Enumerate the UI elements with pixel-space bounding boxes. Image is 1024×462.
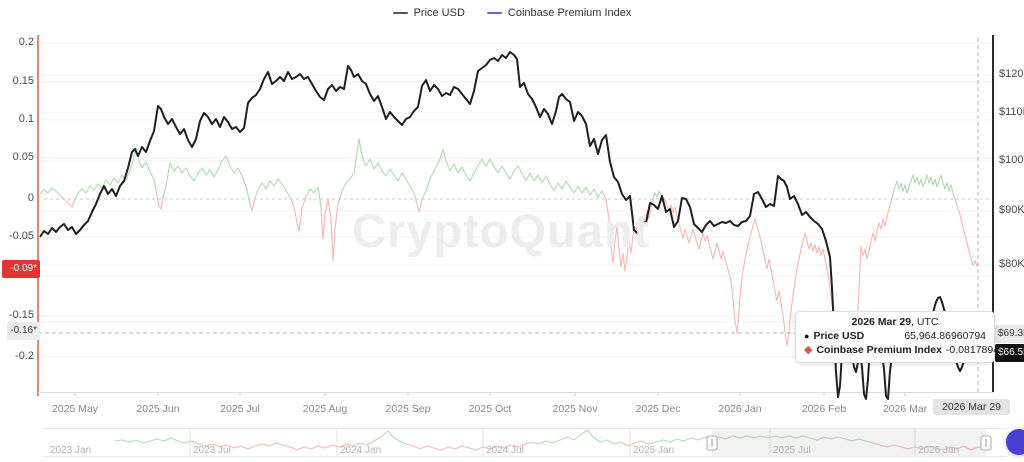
x-axis-tick: 2025 Sep <box>385 403 431 415</box>
legend-item-premium[interactable]: Coinbase Premium Index <box>486 7 632 19</box>
right-axis-tick: $80K <box>999 258 1024 270</box>
right-axis-tick: $90K <box>999 204 1024 216</box>
navigator-tick: 2026 Jan <box>918 445 960 456</box>
left-axis-tick: 0.05 <box>12 151 34 163</box>
right-axis-tick: $110K <box>999 106 1024 118</box>
price-crosshair-badge: $69.3K <box>995 325 1024 343</box>
date-crosshair-badge: 2026 Mar 29 <box>933 399 1010 415</box>
navigator-selection[interactable] <box>712 429 986 456</box>
premium-diamond-icon: ◆ <box>804 344 813 356</box>
left-axis-tick: -0.2 <box>15 350 34 362</box>
legend-premium-label: Coinbase Premium Index <box>507 7 632 19</box>
tooltip-date: 2026 Mar 29, UTC <box>851 316 939 328</box>
right-axis-tick: $100K <box>999 154 1024 166</box>
legend: Price USD Coinbase Premium Index <box>0 7 1024 19</box>
tooltip-price-row: ● Price USD 65,964.86960794 <box>804 330 986 342</box>
left-axis-tick: -0.05 <box>8 230 34 242</box>
premium-last-value-badge: -0.09* <box>2 260 40 278</box>
legend-item-price[interactable]: Price USD <box>392 7 465 19</box>
x-axis-tick: 2025 Oct <box>468 403 512 415</box>
right-axis-tick: $120K <box>999 68 1024 80</box>
tooltip-premium-row: ◆ Coinbase Premium Index -0.08178949 <box>804 344 1005 356</box>
premium-crosshair-badge: -0.16* <box>7 322 40 340</box>
x-axis-tick: 2025 Dec <box>635 403 681 415</box>
navigator-tick: 2024 Jul <box>486 445 524 456</box>
x-axis-tick: 2026 Feb <box>801 403 847 415</box>
navigator-tick: 2023 Jan <box>50 445 92 456</box>
chat-bubble-button[interactable] <box>1006 429 1024 455</box>
navigator-tick: 2025 Jan <box>633 445 675 456</box>
left-axis-tick: 0.2 <box>18 36 34 48</box>
x-axis-tick: 2026 Jan <box>718 403 762 415</box>
navigator-tick: 2023 Jul <box>193 445 231 456</box>
tooltip: 2026 Mar 29, UTC ● Price USD 65,964.8696… <box>795 311 1005 363</box>
x-axis-tick: 2025 Jul <box>220 403 260 415</box>
x-axis-tick: 2025 Aug <box>302 403 348 415</box>
left-axis-tick: 0.15 <box>12 75 34 87</box>
price-line-swatch-icon <box>392 12 408 14</box>
x-axis-tick: 2025 May <box>51 403 99 415</box>
price-dot-icon: ● <box>804 331 810 341</box>
left-axis-tick: 0.1 <box>18 113 34 125</box>
navigator-tick: 2024 Jan <box>340 445 382 456</box>
left-axis-tick: 0 <box>27 192 34 204</box>
price-last-value-badge: $66.5K <box>995 344 1024 362</box>
premium-line-swatch-icon <box>486 12 502 14</box>
left-axis-tick: -0.15 <box>8 309 34 321</box>
x-axis-tick: 2025 Jun <box>136 403 180 415</box>
x-axis-tick: 2025 Nov <box>552 403 598 415</box>
x-axis-tick: 2026 Mar <box>882 403 928 415</box>
navigator-tick: 2025 Jul <box>773 445 811 456</box>
legend-price-label: Price USD <box>413 7 465 19</box>
